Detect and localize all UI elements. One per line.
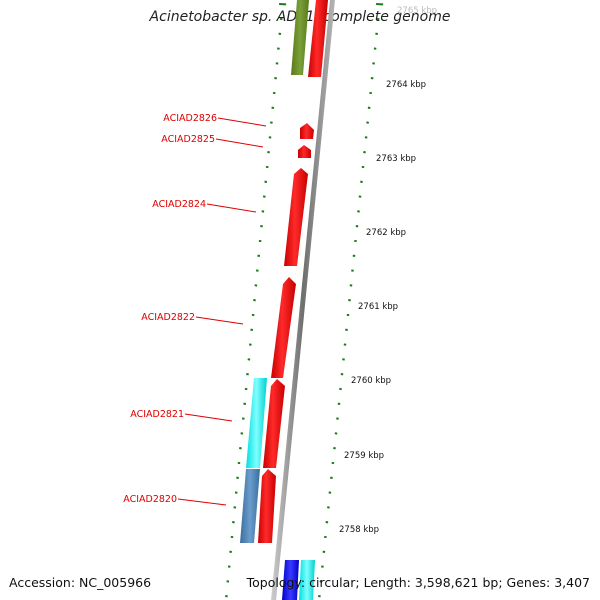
gene-arrow-aciad2821 [263,379,285,468]
feature-blue-bottom [282,560,299,600]
feature-cyan-bottom [299,560,315,600]
scale-label-2762: 2762 kbp [366,228,406,238]
gene-arrow-aciad2826 [300,123,314,139]
scale-label-2763: 2763 kbp [376,154,416,164]
gene-arrow-aciad2822 [271,277,296,378]
feature-cyan-aciad2821 [246,378,267,468]
gene-label-aciad2822: ACIAD2822 [141,312,195,323]
gene-arrow-aciad2820 [258,469,276,543]
gene-label-aciad2826: ACIAD2826 [163,113,217,124]
scale-label-2760: 2760 kbp [351,376,391,386]
gene-arrow-aciad2824 [284,168,308,266]
scale-label-2764: 2764 kbp [386,80,426,90]
genome-backbone [271,0,335,600]
gene-label-aciad2825: ACIAD2825 [161,134,215,145]
gene-labels: ACIAD2826 ACIAD2825 ACIAD2824 ACIAD2822 … [123,113,217,505]
feature-red-top [308,0,328,77]
tick-rings [225,3,384,598]
gene-label-aciad2820: ACIAD2820 [123,494,177,505]
feature-olive-left [291,0,309,75]
gene-label-leaders [177,117,267,506]
gene-arrow-aciad2825 [298,145,311,158]
scale-labels: 2765 kbp 2764 kbp 2763 kbp 2762 kbp 2761… [339,6,437,535]
gene-label-aciad2824: ACIAD2824 [152,199,206,210]
scale-label-2765: 2765 kbp [397,6,437,16]
scale-label-2758: 2758 kbp [339,525,379,535]
accession-text: Accession: NC_005966 [9,575,152,590]
gene-label-aciad2821: ACIAD2821 [130,409,184,420]
scale-label-2761: 2761 kbp [358,302,398,312]
feature-steelblue-aciad2820 [240,469,260,543]
scale-label-2759: 2759 kbp [344,451,384,461]
topology-text: Topology: circular; Length: 3,598,621 bp… [246,575,590,590]
